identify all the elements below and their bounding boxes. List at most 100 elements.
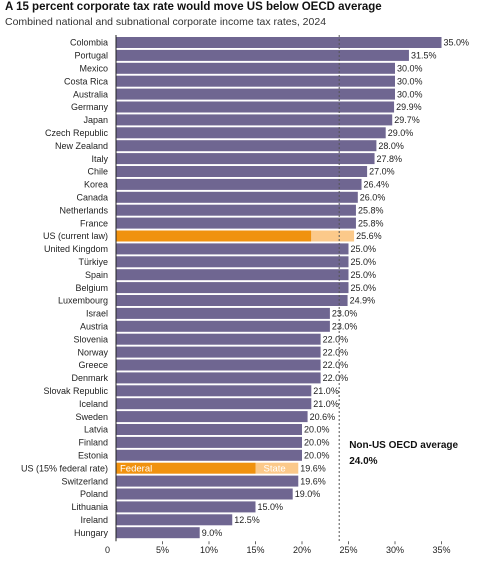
category-label: Iceland [79, 399, 108, 409]
bar [116, 436, 302, 448]
bar [116, 282, 349, 294]
value-label: 23.0% [332, 309, 358, 319]
value-label: 29.9% [396, 102, 422, 112]
category-label: United Kingdom [44, 244, 108, 254]
bar [116, 359, 321, 371]
bar [116, 449, 302, 461]
value-label: 22.0% [323, 373, 349, 383]
category-label: Finland [78, 438, 108, 448]
category-label: New Zealand [55, 141, 108, 151]
category-label: France [80, 218, 108, 228]
bar [116, 127, 386, 139]
category-label: Israel [86, 309, 108, 319]
category-label: Korea [84, 180, 108, 190]
bar [116, 62, 395, 74]
bar [116, 140, 377, 152]
category-label: Greece [78, 360, 108, 370]
category-label: Colombia [70, 38, 108, 48]
x-tick-label: 25% [339, 545, 357, 555]
x-tick-label: 20% [293, 545, 311, 555]
bar [116, 488, 293, 500]
bar-state [255, 462, 299, 474]
bar [116, 75, 395, 87]
value-label: 29.0% [388, 128, 414, 138]
value-label: 15.0% [258, 502, 284, 512]
segment-label-federal: Federal [120, 463, 152, 474]
category-label: Sweden [75, 412, 108, 422]
value-label: 25.0% [351, 257, 377, 267]
value-label: 21.0% [313, 386, 339, 396]
x-tick-label: 0 [105, 545, 110, 555]
bar [116, 333, 321, 345]
x-tick-label: 5% [156, 545, 169, 555]
value-label: 20.0% [304, 451, 330, 461]
value-label: 20.0% [304, 425, 330, 435]
value-label: 12.5% [234, 515, 260, 525]
value-label: 20.6% [310, 412, 336, 422]
bar [116, 37, 442, 48]
bar [116, 114, 393, 126]
value-label: 25.6% [356, 231, 382, 241]
category-label: Poland [80, 489, 108, 499]
category-label: Slovak Republic [43, 386, 108, 396]
category-label: Japan [83, 115, 108, 125]
bar [116, 385, 312, 397]
category-label: Portugal [74, 51, 108, 61]
category-label: Germany [71, 102, 109, 112]
value-label: 30.0% [397, 64, 423, 74]
value-label: 19.6% [300, 463, 326, 473]
x-tick-label: 15% [246, 545, 264, 555]
category-label: Hungary [74, 528, 109, 538]
bar [116, 372, 321, 384]
value-label: 19.6% [300, 476, 326, 486]
bar [116, 243, 349, 255]
bar [116, 269, 349, 281]
value-label: 25.0% [351, 244, 377, 254]
bar [116, 191, 358, 203]
value-label: 22.0% [323, 360, 349, 370]
category-label: Denmark [71, 373, 108, 383]
bar [116, 88, 395, 100]
bar [116, 101, 395, 113]
category-label: Spain [85, 270, 108, 280]
bar [116, 217, 356, 229]
category-label: Canada [76, 193, 108, 203]
value-label: 19.0% [295, 489, 321, 499]
bar [116, 514, 233, 526]
value-label: 9.0% [202, 528, 223, 538]
value-label: 20.0% [304, 438, 330, 448]
bar [116, 411, 308, 423]
value-label: 25.0% [351, 270, 377, 280]
category-label: Slovenia [73, 334, 108, 344]
category-label: Ireland [80, 515, 108, 525]
bar-federal [116, 462, 256, 474]
bar-state [311, 230, 355, 242]
value-label: 22.0% [323, 347, 349, 357]
segment-label-state: State [264, 463, 286, 474]
bar-federal [116, 230, 312, 242]
category-label: Australia [73, 89, 108, 99]
value-label: 21.0% [313, 399, 339, 409]
bar [116, 501, 256, 513]
category-label: Lithuania [71, 502, 108, 512]
category-label: Latvia [84, 425, 108, 435]
chart-title: A 15 percent corporate tax rate would mo… [5, 1, 382, 13]
oecd-average-label: Non-US OECD average [349, 440, 458, 451]
value-label: 30.0% [397, 89, 423, 99]
bar [116, 153, 375, 165]
chart-subtitle: Combined national and subnational corpor… [5, 16, 327, 28]
category-label: US (15% federal rate) [21, 463, 108, 473]
category-label: Türkiye [78, 257, 108, 267]
x-tick-label: 30% [386, 545, 404, 555]
value-label: 25.8% [358, 205, 384, 215]
category-label: Costa Rica [64, 76, 108, 86]
bar [116, 178, 362, 190]
bar [116, 204, 356, 216]
value-label: 27.0% [369, 167, 395, 177]
value-label: 31.5% [411, 51, 437, 61]
value-label: 23.0% [332, 322, 358, 332]
value-label: 35.0% [444, 38, 470, 48]
value-label: 27.8% [377, 154, 403, 164]
category-label: Austria [80, 322, 108, 332]
